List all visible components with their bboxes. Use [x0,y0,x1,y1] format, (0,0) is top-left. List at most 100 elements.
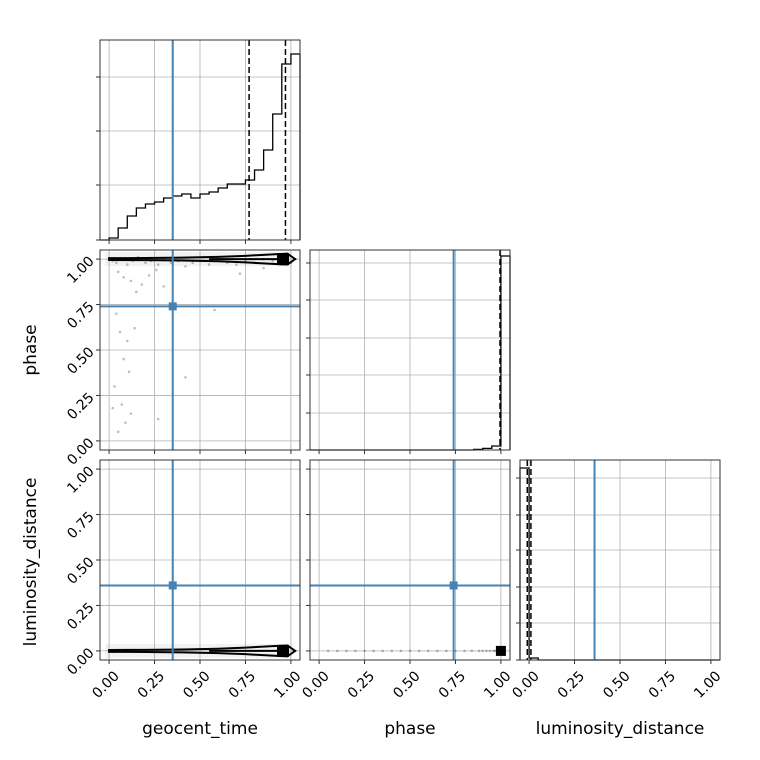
contour-outer [108,252,298,266]
y-tick-label: 0.75 [64,299,97,332]
x-tick-label: 0.25 [135,668,168,701]
sample-point [169,261,173,265]
sample-point [262,266,265,270]
sample-point [426,649,430,653]
sample-point [116,430,120,434]
sample-point [113,385,116,388]
sample-point [125,339,129,343]
sample-point [147,274,151,277]
scatter-luminosity_distance_vs_phase [306,459,511,664]
density-core [495,645,506,656]
y-tick-label: 1.00 [64,253,97,286]
sample-point [191,261,195,265]
sample-point [122,357,125,361]
sample-point [135,290,138,294]
x-tick-label: 0.00 [509,668,542,701]
sample-point [156,263,160,266]
x-tick-label: 0.25 [555,668,588,701]
x-tick-label: 0.50 [390,668,423,701]
sample-point [133,326,136,330]
plot-area [105,643,298,658]
contour-outer [108,644,298,658]
x-tick-label: 0.00 [89,668,122,701]
truth-marker [449,581,458,590]
sample-point [213,308,216,312]
sample-point [118,330,122,334]
y-tick-label: 0.75 [64,509,97,542]
hist-phase [306,249,511,454]
sample-point [381,649,385,653]
y-tick-label: 0.00 [64,435,97,468]
sample-point [271,259,275,263]
sample-point [417,649,421,653]
sample-point [335,649,339,653]
x-tick-label: 0.50 [180,668,213,701]
density-core [277,644,289,657]
sample-point [470,649,474,653]
x-axis-label-phase: phase [384,719,435,739]
sample-point [390,649,394,653]
x-tick-label: 0.75 [646,668,679,701]
sample-point [445,649,448,653]
sample-point [111,406,115,410]
sample-point [155,268,158,272]
sample-point [184,265,187,268]
sample-point [463,649,466,653]
sample-point [408,649,412,653]
sample-point [363,649,366,653]
sample-point [454,649,457,653]
y-tick-label: 0.50 [64,344,97,377]
sample-point [207,263,211,266]
plot-area [105,252,298,434]
sample-point [124,421,127,425]
x-tick-label: 0.25 [345,668,378,701]
x-tick-label: 0.75 [436,668,469,701]
x-axis-label-luminosity_distance: luminosity_distance [536,719,705,739]
hist-geocent_time [96,39,301,244]
sample-point [485,649,488,653]
sample-point [122,275,125,279]
hist-luminosity_distance [516,459,721,664]
sample-point [326,649,330,653]
sample-point [399,649,403,653]
sample-point [115,312,118,315]
x-tick-label: 1.00 [271,668,304,701]
scatter-phase_vs_geocent_time [96,249,301,454]
sample-point [235,263,238,266]
scatter-luminosity_distance_vs_geocent_time [96,459,301,664]
x-tick-label: 1.00 [481,668,514,701]
y-tick-label: 0.25 [64,390,97,423]
x-tick-label: 0.00 [299,668,332,701]
sample-point [492,649,495,653]
sample-point [156,417,160,421]
histogram-geocent_time [100,53,301,241]
sample-point [354,649,357,653]
plot-area [326,645,506,656]
sample-point [125,263,129,266]
y-tick-label: 0.50 [64,554,97,587]
sample-point [372,649,375,653]
sample-point [488,649,492,653]
sample-point [115,261,118,265]
y-tick-label: 0.00 [64,645,97,678]
sample-point [140,283,144,286]
x-tick-label: 0.50 [600,668,633,701]
y-tick-label: 1.00 [64,463,97,496]
truth-marker [168,302,177,311]
x-tick-label: 1.00 [691,668,724,701]
truth-marker [168,581,177,590]
x-tick-label: 0.75 [226,668,259,701]
density-core [277,253,289,266]
sample-point [116,270,120,274]
y-tick-label: 0.25 [64,600,97,633]
sample-point [477,649,481,653]
sample-point [129,279,133,283]
sample-point [184,375,187,379]
y-axis-label-luminosity_distance: luminosity_distance [21,478,41,647]
sample-point [345,649,348,653]
sample-point [129,412,133,415]
sample-point [435,649,439,653]
sample-point [162,285,165,288]
sample-point [144,261,147,265]
